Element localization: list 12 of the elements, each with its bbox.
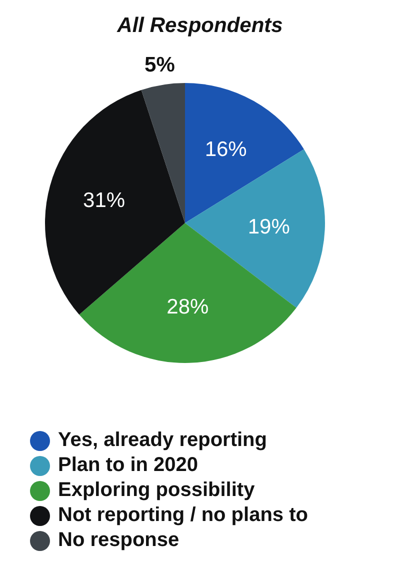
data-label: 31% [83,189,126,212]
legend-label: No response [58,529,180,552]
pie-slice [141,83,185,223]
data-label: 28% [166,295,209,318]
chart-title: All Respondents [116,14,284,38]
data-label: 5% [144,54,176,77]
legend-label: Exploring possibility [58,479,255,502]
legend-label: Plan to in 2020 [58,454,198,477]
data-label: 19% [248,215,290,238]
legend-label: Yes, already reporting [58,429,267,452]
data-label: 16% [204,138,247,162]
legend-label: Not reporting / no plans to [58,504,308,527]
